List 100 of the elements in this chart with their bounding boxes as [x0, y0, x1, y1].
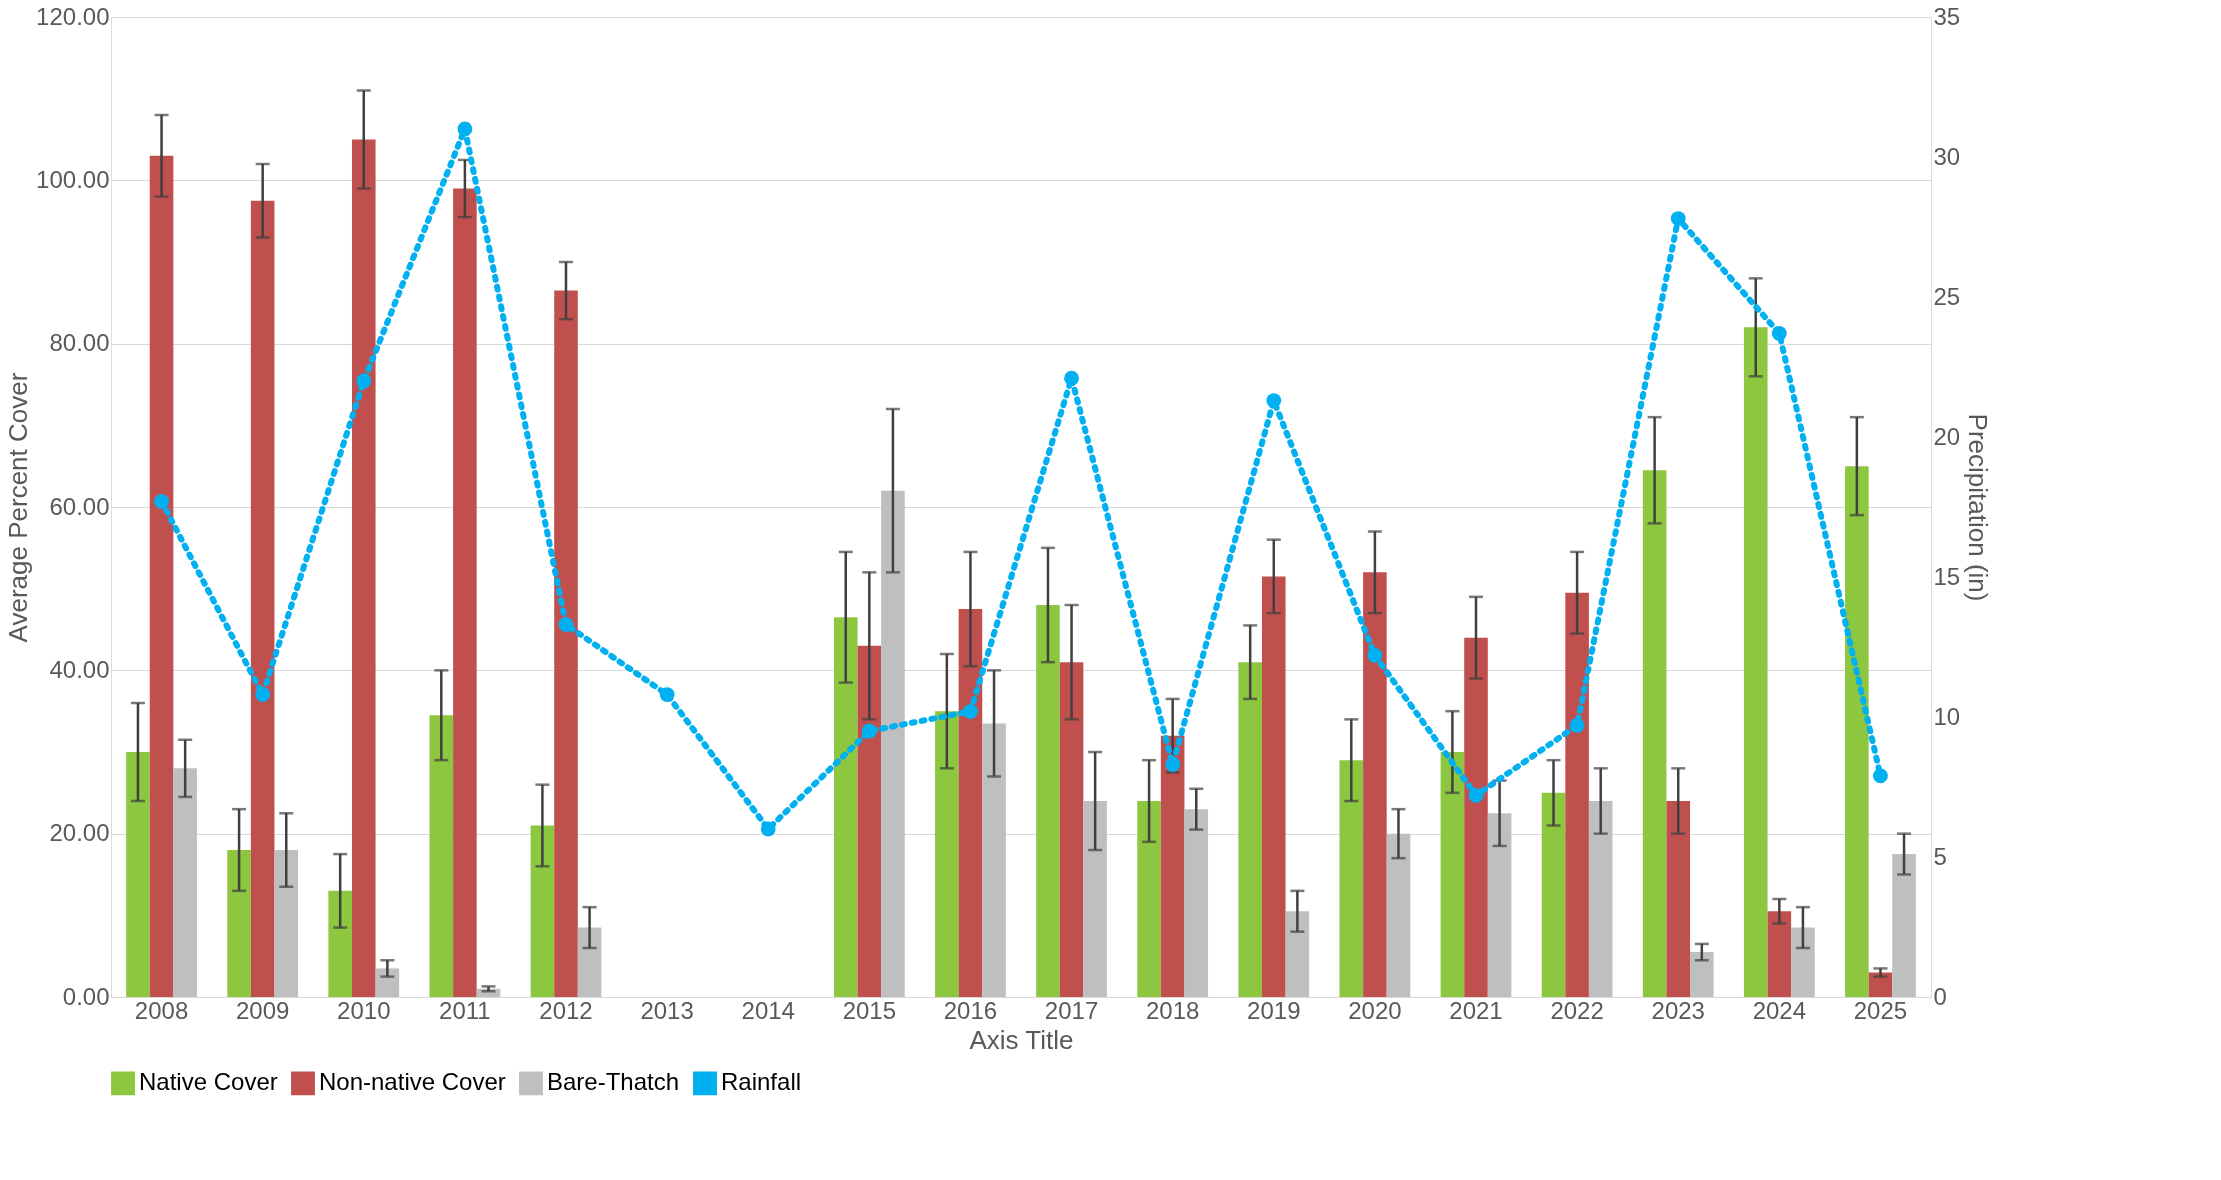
- bar: [1565, 592, 1589, 997]
- bar: [250, 200, 275, 997]
- bar: [982, 723, 1006, 997]
- legend-label: Bare-Thatch: [547, 1068, 680, 1096]
- y2-tick-label: 0: [1933, 982, 1947, 1010]
- y-tick-label: 0.00: [62, 982, 110, 1010]
- x-tick-label: 2012: [539, 996, 593, 1024]
- point: [963, 704, 978, 719]
- legend-label: Non-native Cover: [319, 1068, 506, 1096]
- bar: [149, 155, 174, 997]
- bar: [328, 890, 352, 997]
- bar: [1184, 809, 1209, 997]
- x-tick-label: 2010: [337, 996, 391, 1024]
- point: [1367, 648, 1383, 663]
- bar: [1137, 801, 1161, 997]
- point: [659, 687, 675, 702]
- point: [1569, 718, 1585, 733]
- bar: [1892, 854, 1916, 997]
- bar: [935, 711, 959, 997]
- x-tick-label: 2017: [1044, 996, 1099, 1024]
- x-tick-label: 2013: [640, 996, 694, 1024]
- point: [1165, 757, 1181, 772]
- bar: [1690, 952, 1714, 997]
- x-tick-label: 2022: [1550, 996, 1604, 1024]
- point: [356, 373, 372, 389]
- y-tick-label: 20.00: [49, 819, 110, 847]
- bar: [1363, 572, 1387, 997]
- bar: [126, 752, 150, 997]
- bar: [833, 617, 858, 997]
- bar: [351, 139, 376, 997]
- y2-axis-title: Precipitation (in): [1963, 413, 1994, 602]
- bar: [1642, 470, 1667, 997]
- point: [1771, 326, 1787, 341]
- bar: [577, 927, 602, 997]
- point: [861, 723, 877, 739]
- x-tick-label: 2019: [1247, 996, 1301, 1024]
- bar: [375, 968, 400, 997]
- bar: [1588, 801, 1613, 997]
- x-tick-label: 2018: [1145, 996, 1200, 1024]
- bar: [1083, 801, 1107, 997]
- point: [558, 617, 574, 632]
- point: [1468, 788, 1484, 803]
- point: [457, 121, 473, 137]
- point: [1266, 393, 1282, 408]
- y-tick-label: 80.00: [49, 329, 110, 357]
- y2-tick-label: 10: [1933, 702, 1961, 730]
- x-tick-label: 2021: [1449, 996, 1503, 1024]
- bar: [1160, 735, 1185, 997]
- bar: [429, 715, 454, 997]
- bar: [1464, 637, 1488, 997]
- bar: [274, 850, 299, 997]
- y2-tick-label: 5: [1933, 842, 1947, 870]
- bar: [1845, 466, 1869, 997]
- bar: [1767, 911, 1792, 997]
- y2-tick-label: 25: [1933, 282, 1961, 310]
- point: [1670, 211, 1686, 226]
- bar: [530, 825, 555, 997]
- bar: [857, 645, 882, 997]
- y2-tick-label: 35: [1933, 2, 1961, 30]
- bar: [1791, 927, 1815, 997]
- x-tick-label: 2020: [1348, 996, 1402, 1024]
- y-axis-title: Average Percent Cover: [3, 372, 34, 643]
- point: [255, 687, 271, 702]
- bar: [1285, 911, 1310, 997]
- y2-tick-label: 20: [1933, 422, 1961, 450]
- x-tick-label: 2015: [842, 996, 897, 1024]
- y-tick-label: 120.00: [36, 2, 110, 30]
- bar: [1238, 662, 1262, 997]
- y-tick-label: 100.00: [36, 165, 110, 193]
- bar: [1261, 576, 1286, 997]
- x-tick-label: 2024: [1752, 996, 1807, 1024]
- bar: [1487, 813, 1512, 997]
- bar: [1541, 792, 1566, 997]
- x-tick-label: 2011: [439, 996, 491, 1024]
- legend-label: Rainfall: [721, 1068, 802, 1096]
- x-tick-label: 2008: [134, 996, 189, 1024]
- x-tick-label: 2016: [943, 996, 998, 1024]
- y-tick-label: 60.00: [49, 492, 110, 520]
- bar: [227, 850, 251, 997]
- bar: [453, 188, 477, 997]
- point: [1873, 768, 1888, 784]
- y-tick-label: 40.00: [49, 655, 110, 683]
- bar: [1036, 605, 1060, 997]
- bar: [1743, 327, 1768, 997]
- y2-tick-label: 30: [1933, 142, 1961, 170]
- bar: [1666, 801, 1691, 997]
- bar: [1386, 833, 1411, 997]
- x-tick-label: 2025: [1853, 996, 1908, 1024]
- bar: [881, 490, 905, 997]
- bar: [1339, 760, 1364, 997]
- bar: [1440, 752, 1465, 997]
- y2-tick-label: 15: [1933, 562, 1961, 590]
- legend-label: Native Cover: [139, 1068, 278, 1096]
- bar: [958, 609, 983, 997]
- x-tick-label: 2014: [741, 996, 795, 1024]
- x-axis-title: Axis Title: [969, 1024, 1074, 1055]
- bar: [1059, 662, 1084, 997]
- point: [154, 494, 169, 509]
- point: [1064, 370, 1079, 386]
- bar: [554, 290, 578, 997]
